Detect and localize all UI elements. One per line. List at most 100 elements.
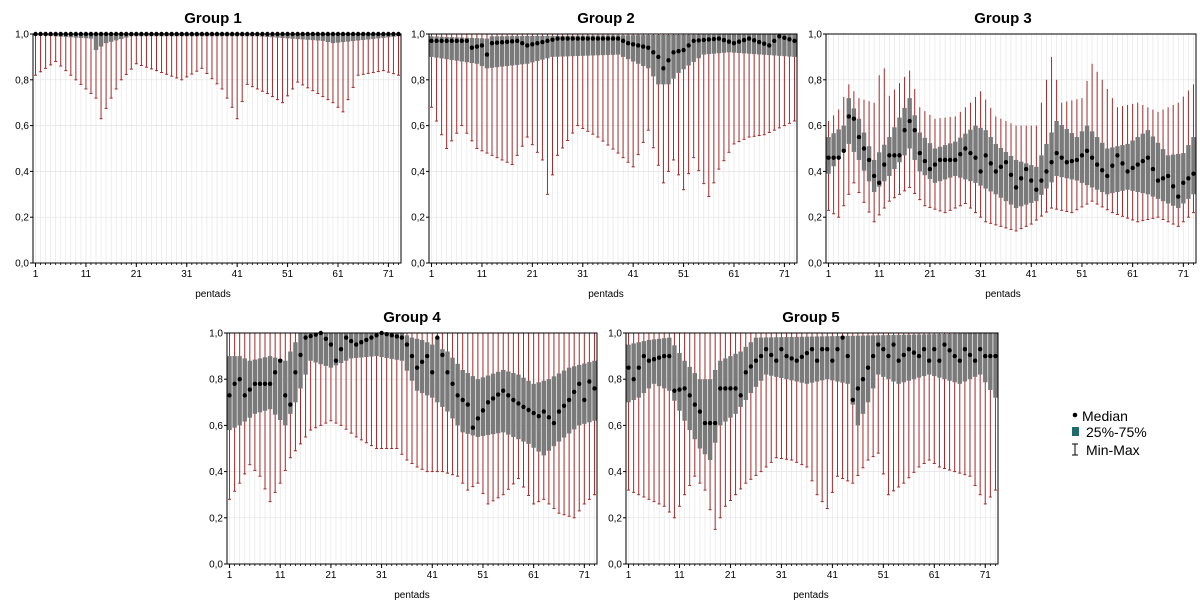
median-pentad-11 xyxy=(677,387,682,392)
box-pentad-50 xyxy=(876,335,881,375)
box-pentad-31 xyxy=(580,35,585,56)
box-pentad-47 xyxy=(661,34,666,85)
median-pentad-70 xyxy=(977,346,983,352)
median-pentad-19 xyxy=(520,40,525,46)
box-pentad-29 xyxy=(369,333,374,357)
median-pentad-12 xyxy=(484,52,490,57)
median-pentad-46 xyxy=(455,393,460,398)
median-pentad-23 xyxy=(540,39,545,45)
median-pentad-73 xyxy=(792,38,797,44)
box-pentad-53 xyxy=(891,334,896,382)
x-tick-label: 51 xyxy=(477,570,489,581)
box-pentad-69 xyxy=(1170,154,1176,206)
median-pentad-14 xyxy=(293,370,298,375)
median-pentad-5 xyxy=(449,38,454,44)
median-pentad-3 xyxy=(439,38,444,44)
median-pentad-48 xyxy=(465,402,470,407)
x-tick-label: 31 xyxy=(181,269,193,280)
median-pentad-27 xyxy=(560,36,565,41)
box-pentad-46 xyxy=(855,335,861,426)
median-pentad-10 xyxy=(272,370,278,375)
median-pentad-26 xyxy=(753,358,759,363)
median-pentad-16 xyxy=(902,127,907,133)
x-tick-label: 1 xyxy=(626,570,632,581)
legend-whisker-label: Min-Max xyxy=(1086,442,1140,458)
box-pentad-3 xyxy=(439,36,444,59)
median-pentad-71 xyxy=(983,353,988,359)
median-pentad-47 xyxy=(460,397,465,403)
median-pentad-54 xyxy=(495,392,501,397)
median-pentad-56 xyxy=(1105,173,1110,179)
box-pentad-34 xyxy=(394,333,399,360)
box-pentad-39 xyxy=(819,336,825,381)
box-pentad-28 xyxy=(963,133,968,180)
box-pentad-17 xyxy=(308,333,313,361)
box-pentad-48 xyxy=(1064,129,1069,179)
median-pentad-54 xyxy=(1094,162,1100,167)
box-pentad-12 xyxy=(682,360,687,421)
median-pentad-56 xyxy=(906,346,912,352)
box-pentad-2 xyxy=(434,36,439,58)
box-pentad-60 xyxy=(1125,143,1130,190)
box-pentad-1 xyxy=(429,36,434,57)
box-pentad-28 xyxy=(364,333,369,358)
box-pentad-51 xyxy=(881,335,886,377)
box-pentad-14 xyxy=(98,34,104,47)
median-pentad-24 xyxy=(942,157,948,163)
box-pentad-21 xyxy=(530,35,535,63)
median-pentad-3 xyxy=(836,155,841,160)
box-pentad-71 xyxy=(582,363,587,424)
box-pentad-68 xyxy=(371,34,376,39)
box-pentad-7 xyxy=(656,338,662,387)
panel-title: Group 4 xyxy=(383,309,441,326)
box-pentad-53 xyxy=(490,373,496,435)
box-pentad-43 xyxy=(440,349,445,407)
median-pentad-61 xyxy=(932,346,937,352)
y-tick-label: 1,0 xyxy=(808,30,822,41)
median-pentad-72 xyxy=(587,379,592,384)
box-pentad-61 xyxy=(531,383,536,448)
box-pentad-53 xyxy=(295,34,300,40)
box-pentad-18 xyxy=(912,115,917,160)
median-pentad-60 xyxy=(526,407,531,413)
box-pentad-8 xyxy=(464,37,470,63)
y-tick-label: 0,8 xyxy=(411,75,425,86)
median-pentad-41 xyxy=(1029,178,1034,183)
box-pentad-49 xyxy=(1069,133,1075,180)
median-pentad-21 xyxy=(530,42,535,47)
median-pentad-28 xyxy=(565,36,570,41)
box-pentad-35 xyxy=(600,35,606,56)
box-pentad-41 xyxy=(1029,165,1034,203)
median-pentad-23 xyxy=(937,157,943,163)
box-pentad-40 xyxy=(825,336,830,380)
box-pentad-46 xyxy=(1054,121,1059,176)
box-pentad-64 xyxy=(746,34,752,54)
x-tick-label: 11 xyxy=(874,269,885,280)
median-pentad-23 xyxy=(738,393,743,398)
box-pentad-59 xyxy=(921,334,927,377)
box-pentad-45 xyxy=(651,35,656,77)
median-pentad-45 xyxy=(651,50,656,55)
box-pentad-44 xyxy=(445,351,450,412)
box-pentad-15 xyxy=(499,36,505,67)
plot-area-group-1: 0,00,20,40,60,81,01 11 21 31 41 51 61 71 xyxy=(15,30,402,280)
box-pentad-31 xyxy=(978,127,983,186)
median-pentad-17 xyxy=(308,333,313,339)
legend-box-label: 25%-75% xyxy=(1086,424,1147,440)
box-pentad-16 xyxy=(108,34,114,42)
median-pentad-11 xyxy=(278,358,283,363)
median-pentad-20 xyxy=(723,386,728,391)
box-pentad-12 xyxy=(88,34,94,39)
box-pentad-42 xyxy=(1034,166,1039,202)
median-pentad-67 xyxy=(561,403,567,408)
y-tick-label: 0,0 xyxy=(608,560,622,571)
box-pentad-63 xyxy=(345,34,351,42)
box-pentad-11 xyxy=(479,38,485,67)
box-pentad-66 xyxy=(556,373,562,442)
median-pentad-54 xyxy=(896,358,901,363)
y-tick-label: 0,0 xyxy=(411,259,425,270)
box-pentad-60 xyxy=(330,34,336,44)
median-pentad-52 xyxy=(886,353,891,359)
box-pentad-52 xyxy=(485,375,491,436)
median-pentad-58 xyxy=(916,353,922,359)
